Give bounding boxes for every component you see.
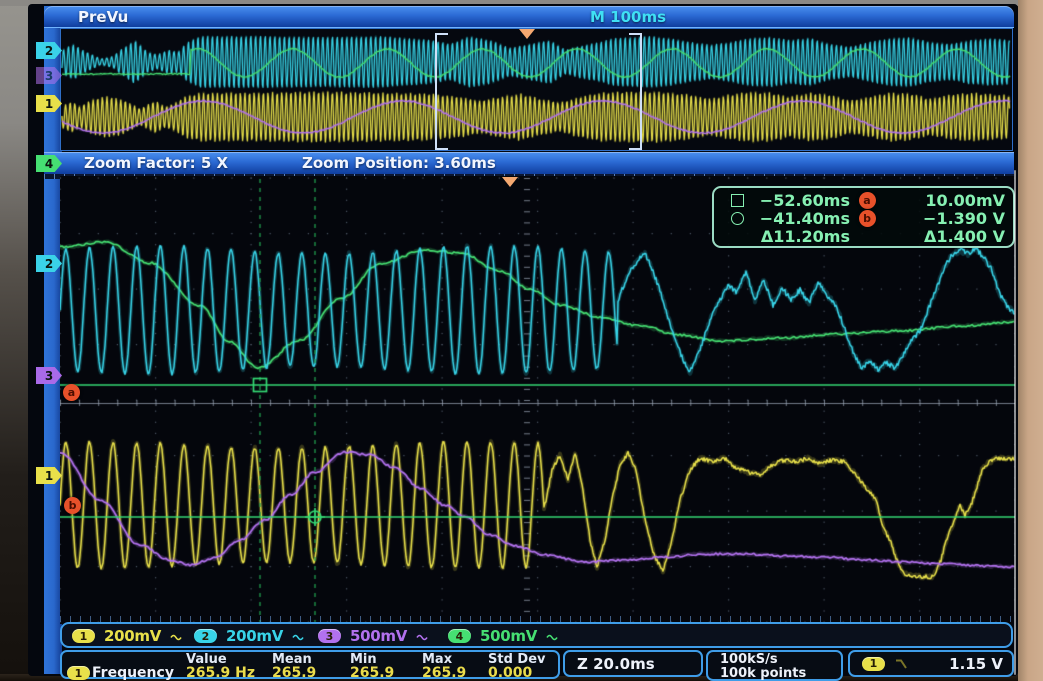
- trigger-slope-falling-icon: [895, 658, 908, 670]
- meas-header-max: Max: [422, 652, 453, 667]
- zoom-timebase-box[interactable]: Z 20.0ms: [563, 650, 703, 677]
- waveform-overview-panel[interactable]: [60, 28, 1013, 151]
- trigger-channel-badge: 1: [862, 656, 885, 671]
- ch4-badge: 4: [448, 629, 471, 643]
- ch1-scale: 200mV: [104, 627, 162, 645]
- cursor-delta-row: Δ11.20ms Δ1.400 V: [724, 226, 1005, 246]
- zoom-window-left-bracket[interactable]: [435, 33, 448, 150]
- meas-header-min: Min: [350, 652, 377, 667]
- trigger-box[interactable]: 1 1.15 V: [848, 650, 1014, 677]
- overview-ch1-marker[interactable]: 1: [36, 95, 62, 112]
- overview-waveforms-canvas: [61, 29, 1012, 150]
- meas-header-mean: Mean: [272, 652, 312, 667]
- ch4-coupling-icon: [546, 627, 559, 646]
- cursor-a-time: −52.60ms: [759, 190, 850, 210]
- zoom-timebase-label: Z 20.0ms: [577, 654, 655, 673]
- overview-ch2-marker[interactable]: 2: [36, 42, 62, 59]
- ch2-scale-group[interactable]: 2 200mV: [194, 627, 305, 645]
- cursor-delta-time: Δ11.20ms: [760, 226, 850, 246]
- cursor-b-row: −41.40ms b −1.390 V: [724, 208, 1005, 228]
- meas-min: 265.9: [350, 665, 395, 681]
- meas-value: 265.9 Hz: [186, 665, 256, 681]
- channel-scale-bar: 1 200mV 2 200mV 3 500mV 4 500mV: [60, 622, 1013, 648]
- zoom-position-label: Zoom Position: 3.60ms: [302, 154, 496, 172]
- meas-mean: 265.9: [272, 665, 317, 681]
- cursor-b-badge[interactable]: b: [64, 497, 81, 514]
- bezel-top: [0, 0, 1043, 6]
- main-ch2-marker[interactable]: 2: [36, 255, 62, 272]
- acquisition-mode-label: PreVu: [78, 8, 129, 26]
- ch2-badge: 2: [194, 629, 217, 643]
- ch3-coupling-icon: [416, 627, 429, 646]
- zoom-status-bar[interactable]: Zoom Factor: 5 X Zoom Position: 3.60ms: [44, 152, 1014, 174]
- meas-stddev: 0.000: [488, 665, 533, 681]
- bezel-right: [1018, 0, 1043, 681]
- bezel-left: [0, 0, 30, 681]
- bottom-ruler: [60, 616, 1013, 622]
- meas-ch1-badge: 1: [67, 666, 90, 680]
- sample-rate-label: 100kS/s: [720, 652, 778, 667]
- ch2-scale: 200mV: [226, 627, 284, 645]
- main-waveforms-canvas: [60, 176, 1015, 624]
- meas-name: Frequency: [92, 665, 174, 681]
- main-ch1-marker[interactable]: 1: [36, 467, 62, 484]
- cursor-a-badge[interactable]: a: [63, 384, 80, 401]
- ch3-scale-group[interactable]: 3 500mV: [318, 627, 429, 645]
- top-status-bar: PreVu M 100ms: [44, 6, 1014, 27]
- trigger-position-marker-overview[interactable]: [519, 29, 535, 39]
- cursor-a-readout-badge: a: [858, 191, 876, 209]
- cursor-b-time: −41.40ms: [759, 208, 850, 228]
- zoom-window-right-bracket[interactable]: [629, 33, 642, 150]
- cursor-b-readout-badge: b: [858, 209, 876, 227]
- ch1-coupling-icon: [170, 627, 183, 646]
- measurement-table[interactable]: Value Mean Min Max Std Dev 1 Frequency 2…: [60, 650, 560, 681]
- cursor-readout-box[interactable]: −52.60ms a 10.00mV −41.40ms b −1.390 V Δ…: [712, 186, 1015, 248]
- cursor-a-square-icon: [724, 193, 750, 207]
- cursor-a-row: −52.60ms a 10.00mV: [724, 190, 1005, 210]
- ch3-scale: 500mV: [350, 627, 408, 645]
- meas-header-stddev: Std Dev: [488, 652, 546, 667]
- cursor-a-value: 10.00mV: [925, 190, 1005, 210]
- ch4-scale: 500mV: [480, 627, 538, 645]
- ch1-badge: 1: [72, 629, 95, 643]
- ch4-marker[interactable]: 4: [36, 155, 62, 172]
- cursor-b-value: −1.390 V: [923, 208, 1005, 228]
- meas-header-value: Value: [186, 652, 227, 667]
- meas-max: 265.9: [422, 665, 467, 681]
- timebase-label: M 100ms: [590, 8, 667, 26]
- acquisition-box[interactable]: 100kS/s 100k points: [706, 650, 843, 681]
- zoom-factor-label: Zoom Factor: 5 X: [84, 154, 229, 172]
- main-graticule-panel[interactable]: [60, 176, 1015, 624]
- ch2-coupling-icon: [292, 627, 305, 646]
- ch4-scale-group[interactable]: 4 500mV: [448, 627, 559, 645]
- cursor-b-circle-icon: [724, 211, 750, 225]
- ch3-badge: 3: [318, 629, 341, 643]
- main-ch3-marker[interactable]: 3: [36, 367, 62, 384]
- trigger-level-label: 1.15 V: [949, 654, 1003, 673]
- cursor-delta-value: Δ1.400 V: [924, 226, 1005, 246]
- ch1-scale-group[interactable]: 1 200mV: [72, 627, 183, 645]
- screen-edge-glint: [1014, 170, 1016, 675]
- trigger-position-marker-main[interactable]: [502, 177, 518, 187]
- overview-ch3-marker[interactable]: 3: [36, 67, 62, 84]
- record-length-label: 100k points: [720, 666, 807, 681]
